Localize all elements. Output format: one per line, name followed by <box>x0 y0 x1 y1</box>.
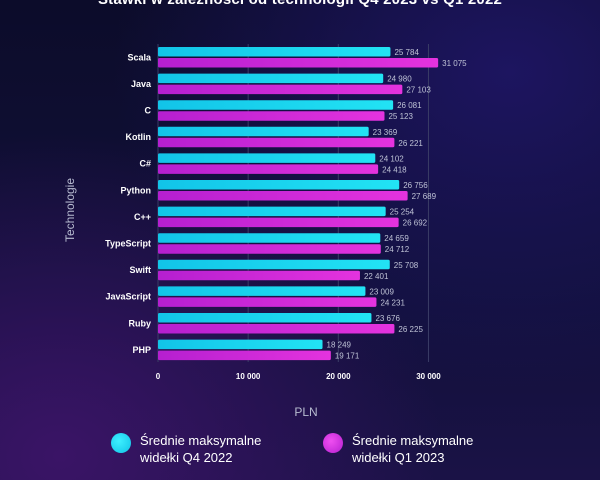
bar-q4-2022 <box>158 339 323 350</box>
bar-q4-2022 <box>158 233 381 243</box>
category-label: C++ <box>134 212 151 222</box>
value-label: 25 708 <box>394 261 419 270</box>
value-label: 25 123 <box>388 112 413 121</box>
category-label: Ruby <box>129 318 152 328</box>
bar-q4-2022 <box>158 47 391 57</box>
value-label: 24 231 <box>380 298 405 307</box>
y-axis-title: Technologie <box>63 178 77 242</box>
x-axis-title: PLN <box>294 405 317 419</box>
value-label: 26 081 <box>397 101 422 110</box>
value-label: 24 712 <box>385 245 410 254</box>
value-label: 23 676 <box>375 314 400 323</box>
category-label: TypeScript <box>105 238 151 248</box>
legend-item-q1: Średnie maksymalne widełki Q1 2023 <box>323 432 517 466</box>
value-label: 27 689 <box>412 192 437 201</box>
bar-q1-2023 <box>158 58 439 68</box>
bar-q1-2023 <box>158 350 331 361</box>
value-label: 26 221 <box>398 139 423 148</box>
bar-q1-2023 <box>158 217 399 228</box>
bar-q1-2023 <box>158 137 395 148</box>
bar-q4-2022 <box>158 313 372 323</box>
category-label: Scala <box>127 52 152 62</box>
bar-q1-2023 <box>158 164 379 174</box>
category-label: Java <box>131 79 152 89</box>
category-label: C <box>145 105 152 115</box>
bar-q4-2022 <box>158 206 386 217</box>
chart-title: Stawki w zależności od technologii Q4 20… <box>0 0 600 8</box>
value-label: 18 249 <box>327 341 352 350</box>
value-label: 27 103 <box>406 86 431 95</box>
value-label: 25 784 <box>394 48 419 57</box>
value-label: 26 756 <box>403 181 428 190</box>
value-label: 24 980 <box>387 75 412 84</box>
bar-chart: 0 10 000 20 000 30 000 Scala 25 784 31 075 Java… <box>63 44 467 419</box>
bar-q1-2023 <box>158 191 408 201</box>
value-label: 22 401 <box>364 272 389 281</box>
bar-q4-2022 <box>158 153 376 163</box>
bar-q1-2023 <box>158 297 377 307</box>
value-label: 23 369 <box>373 128 398 137</box>
category-label: Python <box>121 185 152 195</box>
bar-q4-2022 <box>158 100 394 110</box>
category-label: JavaScript <box>105 292 151 302</box>
category-label: C# <box>139 159 151 169</box>
legend-label-q1: Średnie maksymalne widełki Q1 2023 <box>352 433 474 465</box>
bar-q4-2022 <box>158 259 390 270</box>
value-label: 24 659 <box>384 234 409 243</box>
bar-q1-2023 <box>158 84 403 95</box>
x-tick-label: 20 000 <box>326 372 351 381</box>
bar-q4-2022 <box>158 73 384 84</box>
bar-q4-2022 <box>158 286 366 296</box>
value-label: 31 075 <box>442 59 467 68</box>
category-label: PHP <box>132 345 151 355</box>
value-label: 19 171 <box>335 352 360 361</box>
legend-item-q4: Średnie maksymalne widełki Q4 2022 <box>111 432 305 466</box>
bar-q1-2023 <box>158 111 385 121</box>
value-label: 25 254 <box>390 208 415 217</box>
legend-label-q4: Średnie maksymalne widełki Q4 2022 <box>140 433 262 465</box>
x-tick-label: 30 000 <box>416 372 441 381</box>
legend-swatch-magenta <box>323 433 343 453</box>
x-tick-label: 0 <box>156 372 161 381</box>
bar-q4-2022 <box>158 180 400 190</box>
bar-q1-2023 <box>158 270 360 281</box>
value-label: 24 102 <box>379 154 404 163</box>
bar-q4-2022 <box>158 126 369 137</box>
value-label: 23 009 <box>369 287 394 296</box>
category-label: Swift <box>130 265 152 275</box>
bar-q1-2023 <box>158 324 395 334</box>
value-label: 26 692 <box>403 219 428 228</box>
value-label: 24 418 <box>382 165 407 174</box>
bar-q1-2023 <box>158 244 381 254</box>
x-tick-label: 10 000 <box>236 372 261 381</box>
category-label: Kotlin <box>126 132 152 142</box>
legend-swatch-cyan <box>111 433 131 453</box>
value-label: 26 225 <box>398 325 423 334</box>
